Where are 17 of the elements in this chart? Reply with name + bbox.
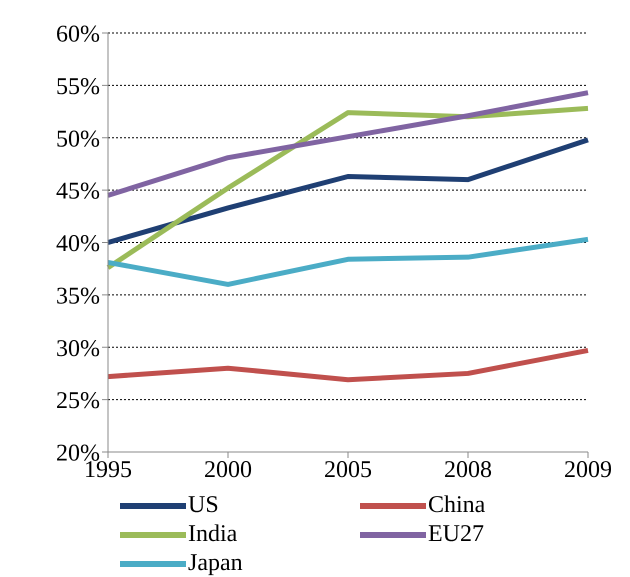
y-tick-label: 35% (56, 283, 100, 310)
x-tick-label: 2009 (564, 457, 612, 484)
x-tick-label: 2005 (324, 457, 372, 484)
legend-label: China (428, 492, 486, 519)
y-tick-label: 25% (56, 388, 100, 414)
y-tick-label: 55% (56, 74, 100, 100)
y-tick-label: 40% (56, 231, 100, 258)
y-tick-label: 45% (56, 178, 100, 205)
legend-label: Japan (188, 550, 243, 577)
y-tick-label: 50% (56, 126, 100, 152)
legend-label: EU27 (428, 521, 484, 548)
legend-label: US (188, 492, 219, 519)
x-tick-label: 2000 (204, 457, 252, 484)
y-tick-label: 30% (56, 336, 100, 362)
legend-label: India (188, 521, 238, 548)
y-tick-label: 60% (56, 22, 100, 48)
x-tick-label: 2008 (444, 457, 492, 484)
